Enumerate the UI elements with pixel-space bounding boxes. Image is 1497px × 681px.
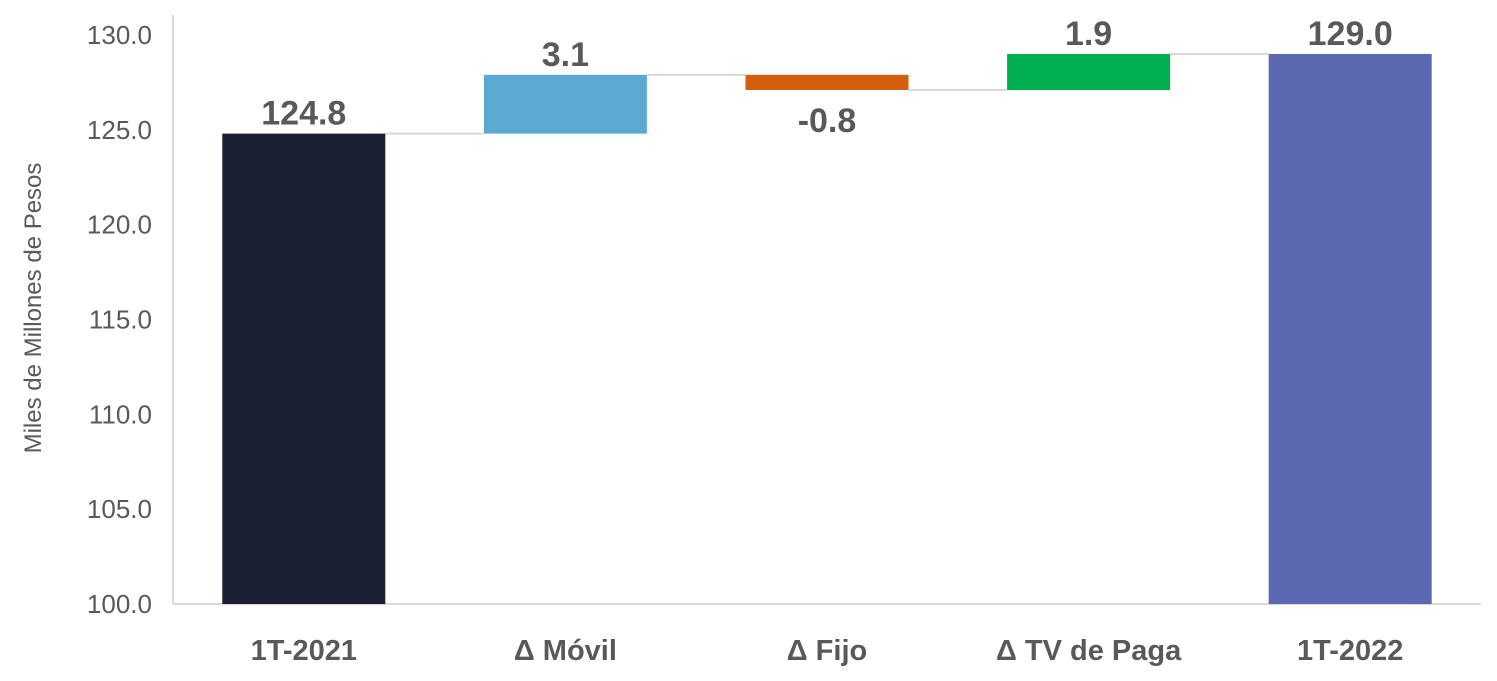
data-label: 124.8: [261, 95, 346, 133]
connectors: [385, 52, 1269, 135]
bar-3: [1007, 53, 1171, 91]
y-tick-label: 125.0: [87, 115, 152, 145]
data-label: -0.8: [798, 102, 857, 140]
category-label: Δ Móvil: [514, 635, 617, 667]
labels: 124.8 3.1 -0.8 1.9 129.0 1T-2021 Δ Móvil Δ Fijo…: [251, 15, 1404, 667]
category-label: Δ Fijo: [787, 635, 867, 667]
bars: [222, 53, 1432, 605]
y-axis-title-group: Miles de Millones de Pesos: [20, 163, 47, 454]
data-label: 3.1: [542, 36, 589, 74]
bar-4: [1268, 53, 1432, 604]
y-tick-label: 105.0: [87, 494, 152, 524]
category-label: 1T-2021: [251, 635, 357, 667]
category-label: Δ TV de Paga: [996, 635, 1182, 667]
bar-2: [745, 74, 909, 91]
axes: 100.0 105.0 110.0 115.0 120.0 125.0 130.0: [87, 15, 1481, 619]
data-label: 1.9: [1065, 15, 1112, 53]
y-tick-label: 100.0: [87, 589, 152, 619]
category-label: 1T-2022: [1297, 635, 1403, 667]
y-tick-label: 130.0: [87, 20, 152, 50]
y-axis-title: Miles de Millones de Pesos: [20, 163, 47, 454]
y-tick-label: 110.0: [89, 399, 152, 429]
y-tick-label: 115.0: [89, 305, 152, 335]
bar-0: [222, 133, 386, 605]
data-label: 129.0: [1308, 15, 1393, 53]
bar-1: [483, 74, 647, 134]
y-tick-label: 120.0: [87, 210, 152, 240]
